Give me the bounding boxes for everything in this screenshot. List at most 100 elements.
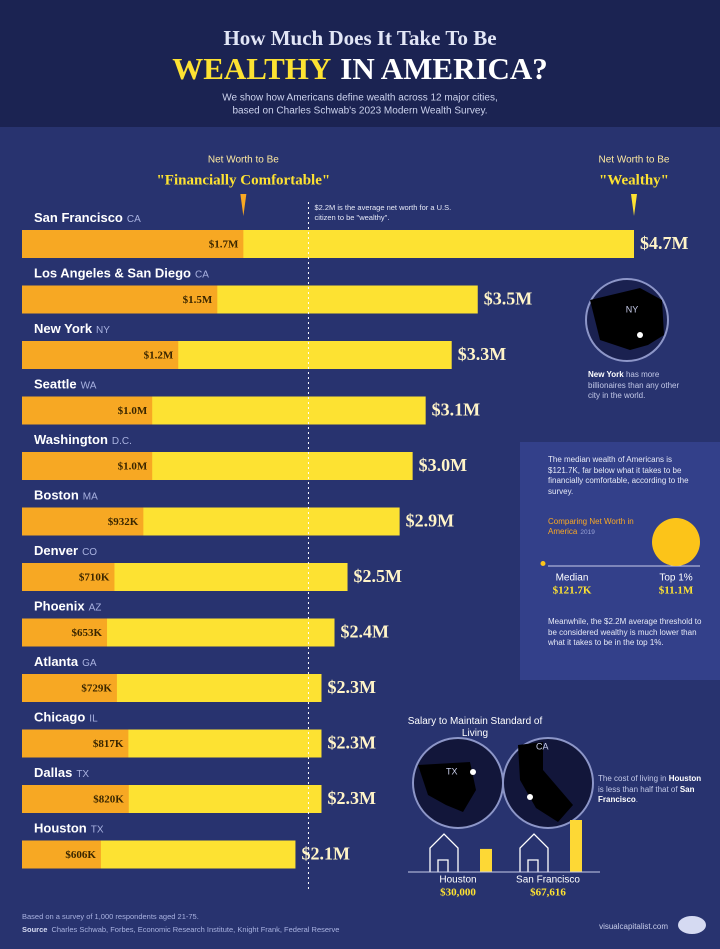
city-name: Dallas: [34, 765, 72, 780]
state-tag: TX: [76, 769, 89, 780]
value-label: $2.3M: [327, 677, 376, 697]
note-segment: New York: [588, 370, 624, 379]
value-label: $2.3M: [327, 788, 376, 808]
house: [429, 833, 459, 872]
note-segment: Houston: [668, 774, 702, 783]
city-name: San Francisco: [34, 210, 123, 225]
value-label: $606K: [65, 849, 96, 861]
bar: [570, 820, 582, 872]
state-tag: MA: [83, 491, 98, 502]
value-label: $67,616: [530, 887, 566, 899]
state-tag: CA: [195, 269, 209, 280]
value-label: $1.5M: [183, 294, 213, 306]
map-label: CA: [536, 741, 549, 751]
map-shape: [518, 742, 573, 822]
value-label: $30,000: [440, 887, 476, 899]
bubble-title-text: Comparing Net Worth in America: [548, 517, 634, 536]
bar: [22, 785, 129, 813]
value-label: $11.1M: [659, 585, 694, 597]
bar: [22, 674, 117, 702]
bar: [22, 563, 115, 591]
note: The cost of living in Houston is less th…: [598, 774, 708, 806]
category-label: Median: [556, 573, 589, 584]
note: The median wealth of Americans is $121.7…: [548, 455, 689, 496]
category-label: Phoenix AZ: [34, 599, 101, 614]
state-tag: AZ: [89, 602, 102, 613]
bar: [22, 729, 129, 758]
city-name: Atlanta: [34, 654, 79, 669]
map-shape: [590, 288, 664, 350]
source-text: Charles Schwab, Forbes, Economic Researc…: [51, 925, 339, 934]
map-shape: [418, 762, 476, 812]
state-tag: WA: [81, 380, 97, 391]
category-label: Boston MA: [34, 488, 98, 503]
bar: [22, 396, 153, 425]
bubble: [652, 518, 700, 566]
reference-label: $2.2M is the average net worth for a U.S…: [314, 203, 452, 222]
category-label: Dallas TX: [34, 765, 89, 780]
map-dot: [527, 794, 533, 800]
series-header: Net Worth to Be: [599, 155, 670, 166]
category-label: New York NY: [34, 321, 110, 336]
title-main: WEALTHY IN AMERICA?: [172, 51, 548, 86]
map-dot: [637, 332, 643, 338]
title-rest: IN AMERICA?: [340, 51, 548, 86]
value-label: $3.5M: [484, 289, 533, 309]
value-label: $817K: [93, 738, 124, 750]
city-name: Houston: [34, 821, 87, 836]
footnote: Based on a survey of 1,000 respondents a…: [22, 912, 199, 921]
legend-label: "Wealthy": [599, 172, 669, 188]
value-label: $2.5M: [354, 566, 403, 586]
legend-label: "Financially Comfortable": [156, 172, 330, 188]
category-label: Chicago IL: [34, 710, 98, 725]
note-segment: .: [635, 795, 639, 804]
legend-marker: [631, 194, 637, 216]
bar: [480, 848, 492, 872]
value-label: $729K: [81, 683, 112, 695]
note-segment: has more billionaires than any other cit…: [588, 370, 680, 400]
category-label: Washington D.C.: [34, 432, 132, 447]
category-label: Seattle WA: [34, 377, 97, 392]
bubble: [540, 560, 546, 566]
header-band: [0, 0, 720, 127]
map-label: NY: [626, 304, 639, 314]
value-label: $932K: [108, 516, 139, 528]
bar: [22, 341, 179, 369]
logo: [678, 916, 706, 934]
source: Source Charles Schwab, Forbes, Economic R…: [22, 925, 339, 934]
category-label: Top 1%: [659, 573, 692, 584]
city-name: Chicago: [34, 710, 85, 725]
category-label: Atlanta GA: [34, 654, 97, 669]
bar: [22, 507, 144, 536]
category-label: San Francisco: [516, 875, 580, 886]
city-name: Phoenix: [34, 599, 85, 614]
category-label: Houston TX: [34, 821, 104, 836]
value-label: $2.4M: [341, 622, 390, 642]
value-label: $1.0M: [118, 405, 148, 417]
title-highlight: WEALTHY: [172, 51, 331, 86]
state-tag: NY: [96, 325, 110, 336]
city-name: Washington: [34, 432, 108, 447]
legend-marker: [240, 194, 247, 216]
subtitle: based on Charles Schwab's 2023 Modern We…: [232, 106, 487, 117]
state-tag: GA: [82, 658, 97, 669]
city-name: Boston: [34, 488, 79, 503]
brand: visualcapitalist.com: [599, 922, 668, 931]
state-tag: D.C.: [112, 436, 132, 447]
state-tag: TX: [91, 824, 104, 835]
bubble-title: Comparing Net Worth in America 2019: [548, 517, 658, 538]
map-label: TX: [446, 766, 458, 776]
value-label: $2.3M: [327, 733, 376, 753]
bar: [22, 452, 153, 480]
value-label: $710K: [79, 572, 110, 584]
category-label: Houston: [439, 875, 476, 886]
value-label: $2.9M: [406, 511, 455, 531]
state-tag: CA: [127, 214, 141, 225]
value-label: $4.7M: [640, 233, 689, 253]
note: Meanwhile, the $2.2M average threshold t…: [548, 617, 702, 647]
bar: [22, 285, 218, 314]
house: [519, 833, 549, 872]
note-segment: San Francisco: [598, 784, 695, 805]
series-header: Net Worth to Be: [208, 155, 279, 166]
